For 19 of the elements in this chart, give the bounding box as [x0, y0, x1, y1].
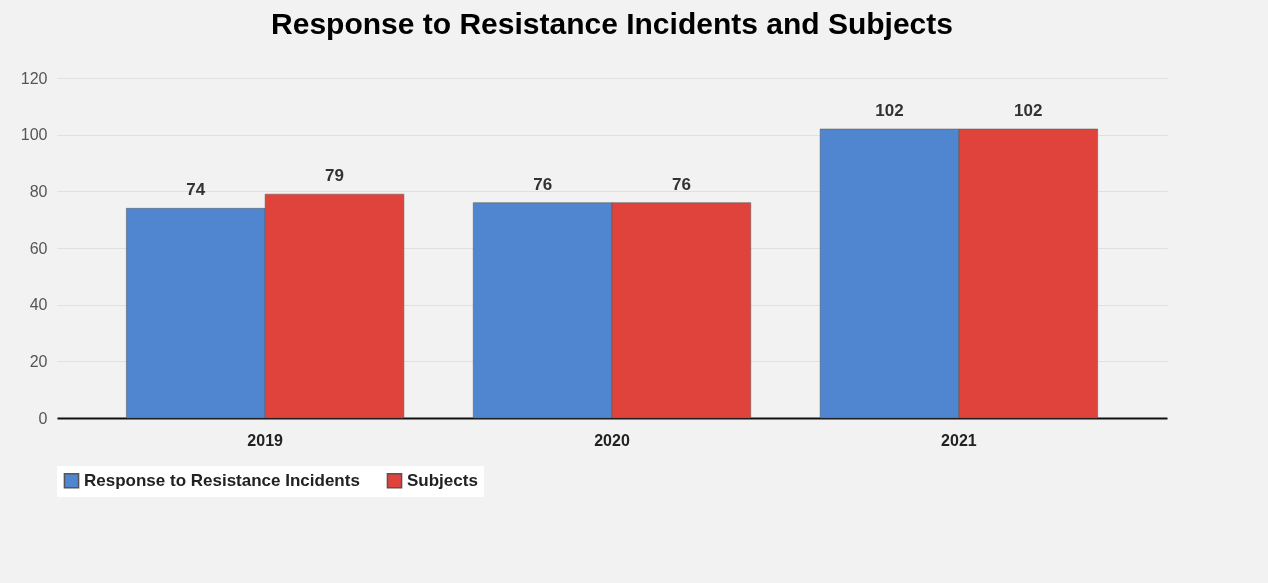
data-label: 102 — [875, 101, 904, 120]
legend-label: Response to Resistance Incidents — [84, 470, 360, 490]
y-tick-label: 40 — [29, 296, 48, 314]
x-tick-label: 2020 — [594, 431, 630, 449]
y-tick-label: 80 — [29, 182, 48, 200]
data-label: 76 — [671, 174, 691, 194]
legend-label: Subjects — [407, 470, 478, 490]
y-tick-label: 20 — [29, 352, 48, 370]
chart-title: Response to Resistance Incidents and Subjects — [271, 7, 953, 40]
data-label: 102 — [1014, 101, 1043, 120]
y-tick-label: 120 — [20, 69, 48, 87]
y-tick-label: 60 — [29, 239, 48, 257]
x-tick-label: 2019 — [247, 431, 284, 449]
x-tick-label: 2021 — [941, 431, 977, 449]
data-label: 76 — [533, 174, 553, 194]
y-tick-label: 100 — [20, 126, 48, 144]
y-tick-label: 0 — [38, 409, 48, 427]
data-label: 79 — [325, 166, 344, 186]
data-label: 74 — [186, 180, 206, 200]
